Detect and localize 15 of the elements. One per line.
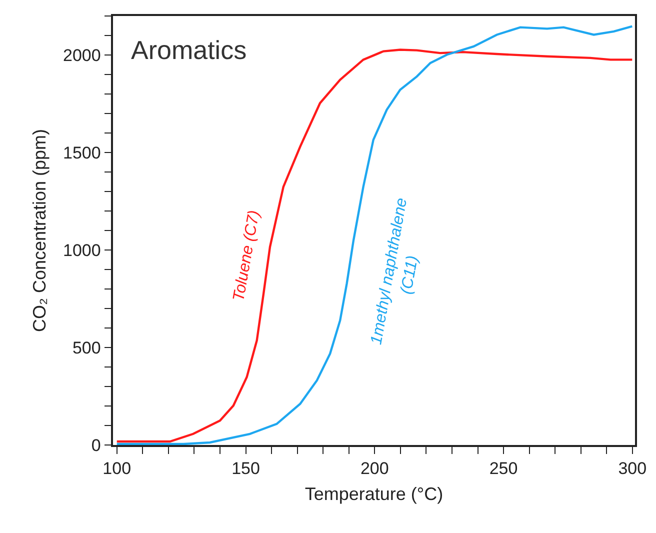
y-tick-label: 2000 bbox=[63, 46, 101, 65]
text: Aromatics bbox=[131, 35, 247, 65]
x-tick-label: 150 bbox=[232, 459, 260, 478]
text: Toluene (C7) bbox=[230, 209, 264, 303]
x-tick-label: 200 bbox=[360, 459, 389, 478]
y-tick-label: 500 bbox=[72, 338, 101, 358]
x-tick-label: 250 bbox=[489, 459, 518, 478]
x-tick-label: 100 bbox=[102, 459, 132, 478]
x-axis-title: Temperature (°C) bbox=[304, 484, 444, 504]
y-axis-title: CO₂ Concentration (ppm) bbox=[30, 128, 50, 332]
y-tick-label: 1500 bbox=[63, 143, 101, 162]
x-tick-label: 300 bbox=[618, 459, 647, 478]
text: 1methyl naphthalene (C11) bbox=[368, 196, 422, 346]
y-tick-label: 0 bbox=[91, 436, 101, 455]
y-tick-label: 1000 bbox=[63, 240, 101, 260]
